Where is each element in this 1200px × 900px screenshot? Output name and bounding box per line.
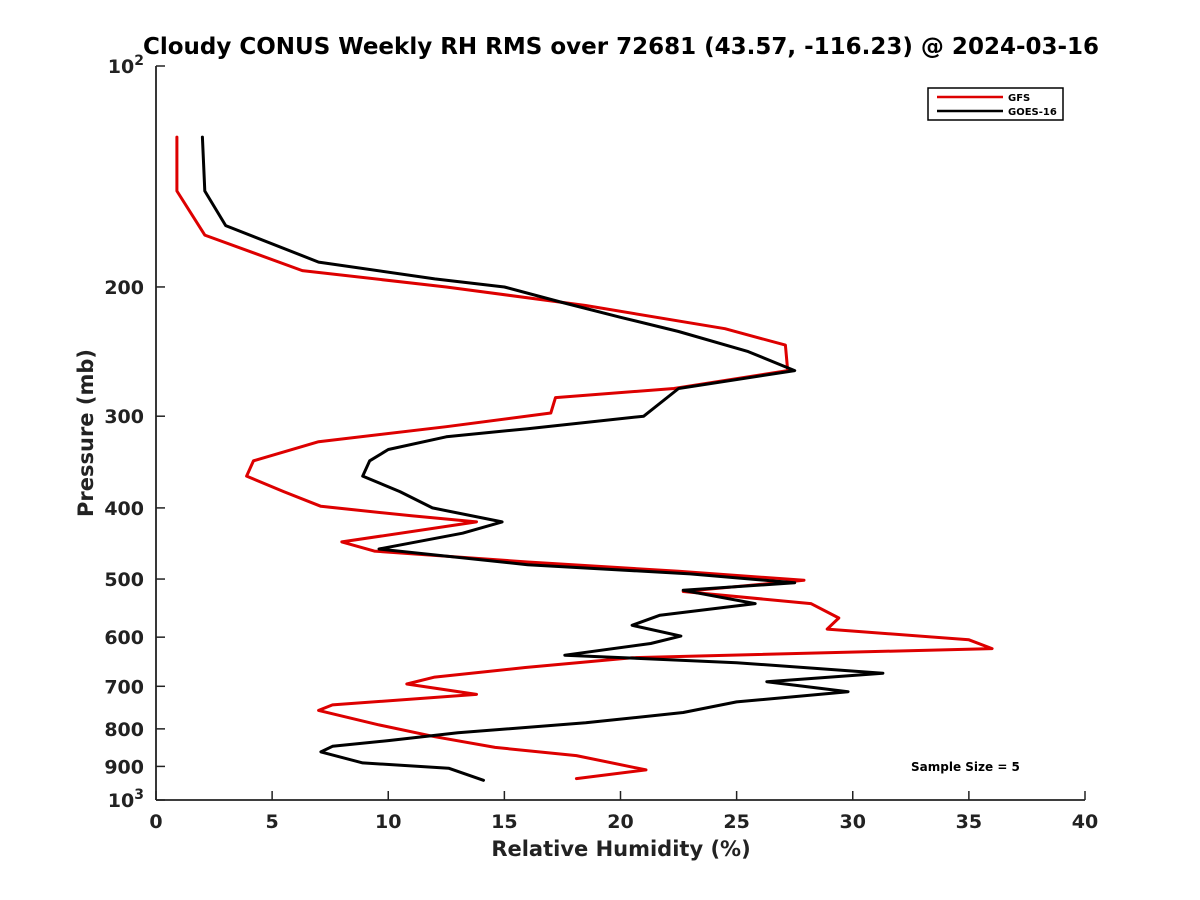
series-lines: [175, 135, 994, 782]
x-tick-label: 0: [149, 811, 162, 833]
x-tick-label: 40: [1072, 811, 1098, 833]
y-tick-label: 200: [104, 277, 144, 299]
x-tick-label: 30: [840, 811, 866, 833]
y-tick-exponent: 2: [134, 53, 144, 69]
y-tick-label: 103: [108, 787, 144, 812]
x-axis-label: Relative Humidity (%): [491, 837, 750, 861]
y-tick-label: 700: [104, 676, 144, 698]
series-line-gfs: [175, 135, 994, 781]
y-axis-ticks: 102 200 300 400 500 600 700 800 900 103: [104, 53, 165, 812]
legend-label-goes-16: GOES-16: [1008, 107, 1057, 118]
y-tick-label: 400: [104, 498, 144, 520]
y-tick-label: 500: [104, 569, 144, 591]
x-tick-label: 25: [723, 811, 749, 833]
y-tick-exponent: 3: [134, 787, 144, 803]
plot-area: 102 200 300 400 500 600 700 800 900 103 0 5 10 15 20 2…: [104, 53, 1098, 833]
legend-label-gfs: GFS: [1008, 93, 1030, 104]
sample-size-annotation: Sample Size = 5: [911, 760, 1020, 774]
x-tick-label: 35: [956, 811, 982, 833]
legend-box: [927, 87, 1064, 121]
y-axis-label: Pressure (mb): [74, 349, 98, 517]
x-tick-label: 5: [266, 811, 279, 833]
y-tick-label: 300: [104, 406, 144, 428]
chart-legend: GFS GOES-16: [927, 87, 1064, 121]
x-tick-label: 20: [607, 811, 633, 833]
y-tick-label: 102: [108, 53, 144, 78]
y-tick-label: 800: [104, 719, 144, 741]
series-line-goes-16: [200, 135, 885, 782]
x-tick-label: 10: [375, 811, 401, 833]
y-tick-label: 900: [104, 756, 144, 778]
x-tick-label: 15: [491, 811, 517, 833]
y-tick-label: 600: [104, 627, 144, 649]
x-axis-ticks: 0 5 10 15 20 25 30 35 40: [149, 791, 1098, 833]
chart-title: Cloudy CONUS Weekly RH RMS over 72681 (4…: [143, 34, 1099, 60]
